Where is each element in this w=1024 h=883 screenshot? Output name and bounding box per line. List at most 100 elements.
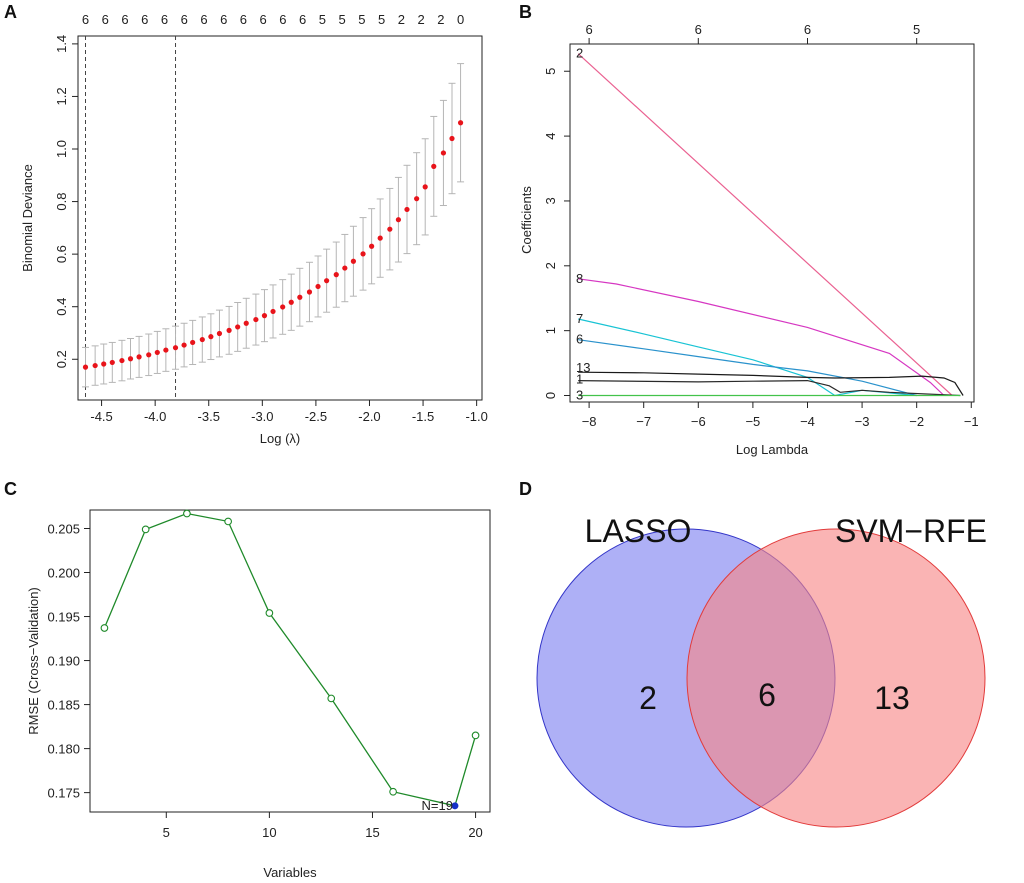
a-top-label: 6 bbox=[220, 12, 227, 27]
a-deviance-point bbox=[109, 359, 115, 366]
a-deviance-point bbox=[190, 339, 196, 346]
b-coef-label-6: 6 bbox=[576, 332, 583, 347]
a-deviance-point bbox=[333, 272, 339, 278]
a-deviance-point bbox=[270, 308, 276, 315]
b-x-tick-label: −1 bbox=[964, 414, 979, 429]
a-x-tick-label: -3.5 bbox=[198, 409, 220, 424]
a-deviance-point bbox=[243, 320, 249, 326]
a-top-label: 5 bbox=[358, 12, 365, 27]
b-x-tick-label: −4 bbox=[800, 414, 815, 429]
c-y-tick-label: 0.195 bbox=[47, 610, 80, 625]
b-x-tick-label: −5 bbox=[745, 414, 760, 429]
a-deviance-point bbox=[82, 364, 89, 370]
a-y-tick-label: 0.2 bbox=[54, 350, 69, 368]
a-top-label: 2 bbox=[398, 12, 405, 27]
b-y-tick-label: 3 bbox=[543, 197, 558, 204]
panel-a-y-ticks: 0.2 0.4 0.6 0.8 1.0 1.2 1.4 bbox=[54, 35, 78, 368]
panel-letter-b: B bbox=[519, 2, 532, 22]
b-coef-line-2 bbox=[577, 53, 953, 396]
a-top-label: 5 bbox=[339, 12, 346, 27]
panel-b-plot-frame bbox=[569, 43, 975, 403]
a-deviance-point bbox=[457, 120, 464, 126]
venn-svm-rfe-circle bbox=[686, 528, 986, 828]
a-deviance-point bbox=[181, 342, 187, 348]
panel-b-x-ticks: −8 −7 −6 −5 −4 −3 −2 −1 bbox=[582, 402, 979, 429]
panel-a-x-ticks: -4.5 -4.0 -3.5 -3.0 -2.5 -2.0 -1.5 -1.0 bbox=[90, 400, 488, 424]
b-y-tick-label: 1 bbox=[543, 327, 558, 334]
a-deviance-point bbox=[280, 304, 286, 310]
a-deviance-point bbox=[431, 163, 437, 169]
c-y-tick-label: 0.200 bbox=[47, 566, 80, 581]
a-deviance-point bbox=[261, 313, 268, 319]
a-x-tick-label: -3.0 bbox=[251, 409, 273, 424]
a-deviance-point bbox=[387, 226, 393, 232]
a-deviance-point bbox=[404, 206, 410, 213]
a-deviance-point bbox=[163, 347, 169, 353]
a-top-label: 2 bbox=[437, 12, 444, 27]
a-deviance-point bbox=[324, 278, 330, 284]
b-y-tick-label: 0 bbox=[543, 392, 558, 399]
panel-c-ylabel: RMSE (Cross−Validation) bbox=[26, 587, 41, 735]
c-x-tick-label: 5 bbox=[163, 825, 170, 840]
a-deviance-point bbox=[92, 362, 98, 369]
a-y-tick-label: 1.4 bbox=[54, 35, 69, 53]
panel-letter-a: A bbox=[4, 2, 17, 22]
panel-b-xlabel: Log Lambda bbox=[736, 442, 809, 457]
panel-letter-d: D bbox=[519, 479, 532, 499]
panel-c-points bbox=[100, 509, 480, 796]
b-coef-label-1: 1 bbox=[576, 372, 583, 387]
panel-b-top-ticks: 6 6 6 5 bbox=[585, 22, 920, 44]
a-y-tick-label: 0.6 bbox=[54, 245, 69, 263]
b-x-tick-label: −2 bbox=[909, 414, 924, 429]
a-x-tick-label: -4.0 bbox=[144, 409, 166, 424]
a-deviance-point bbox=[216, 330, 223, 337]
a-top-label: 6 bbox=[200, 12, 207, 27]
a-y-tick-label: 0.8 bbox=[54, 193, 69, 211]
c-rmse-point bbox=[265, 609, 274, 617]
venn-svm-rfe-only-count: 13 bbox=[874, 680, 910, 716]
a-x-tick-label: -1.0 bbox=[465, 409, 487, 424]
a-top-label: 6 bbox=[240, 12, 247, 27]
a-deviance-point bbox=[369, 243, 375, 249]
a-y-tick-label: 1.0 bbox=[54, 140, 69, 158]
panel-a-errorbars bbox=[82, 63, 465, 388]
c-y-tick-label: 0.180 bbox=[47, 742, 80, 757]
b-x-tick-label: −3 bbox=[855, 414, 870, 429]
a-deviance-point bbox=[226, 327, 232, 333]
a-deviance-point bbox=[377, 235, 383, 241]
a-y-tick-label: 0.4 bbox=[54, 298, 69, 316]
a-x-tick-label: -1.5 bbox=[412, 409, 434, 424]
a-deviance-point bbox=[146, 352, 152, 358]
a-x-tick-label: -2.5 bbox=[305, 409, 327, 424]
c-y-tick-label: 0.205 bbox=[47, 521, 80, 536]
a-deviance-point bbox=[101, 361, 107, 367]
c-x-tick-label: 20 bbox=[468, 825, 482, 840]
b-top-label: 6 bbox=[695, 22, 702, 37]
panel-b-series bbox=[577, 53, 964, 397]
b-coef-label-8: 8 bbox=[576, 271, 583, 286]
b-coef-line-6 bbox=[578, 339, 917, 397]
panel-b-ylabel: Coefficients bbox=[519, 186, 534, 254]
b-top-label: 5 bbox=[913, 22, 920, 37]
a-deviance-point bbox=[449, 135, 455, 142]
a-y-tick-label: 1.2 bbox=[54, 87, 69, 105]
a-deviance-point bbox=[440, 150, 447, 156]
panel-c-plot-frame bbox=[89, 509, 491, 813]
panel-c-xlabel: Variables bbox=[263, 865, 317, 880]
a-top-label: 6 bbox=[102, 12, 109, 27]
a-deviance-point bbox=[297, 294, 303, 300]
a-x-tick-label: -4.5 bbox=[90, 409, 112, 424]
c-rmse-point bbox=[141, 525, 150, 534]
a-deviance-point bbox=[172, 345, 179, 351]
panel-c-optimum-point bbox=[451, 802, 459, 810]
panel-letter-c: C bbox=[4, 479, 17, 499]
a-deviance-point bbox=[395, 217, 402, 223]
c-rmse-point bbox=[224, 517, 232, 526]
panel-c-y-ticks: 0.175 0.180 0.185 0.190 0.195 0.200 0.205 bbox=[47, 521, 90, 801]
b-coef-label-13: 13 bbox=[576, 360, 590, 375]
c-y-tick-label: 0.190 bbox=[47, 654, 80, 669]
a-top-label: 6 bbox=[279, 12, 286, 27]
b-coef-label-7: 7 bbox=[576, 311, 583, 326]
c-rmse-point bbox=[183, 509, 191, 518]
